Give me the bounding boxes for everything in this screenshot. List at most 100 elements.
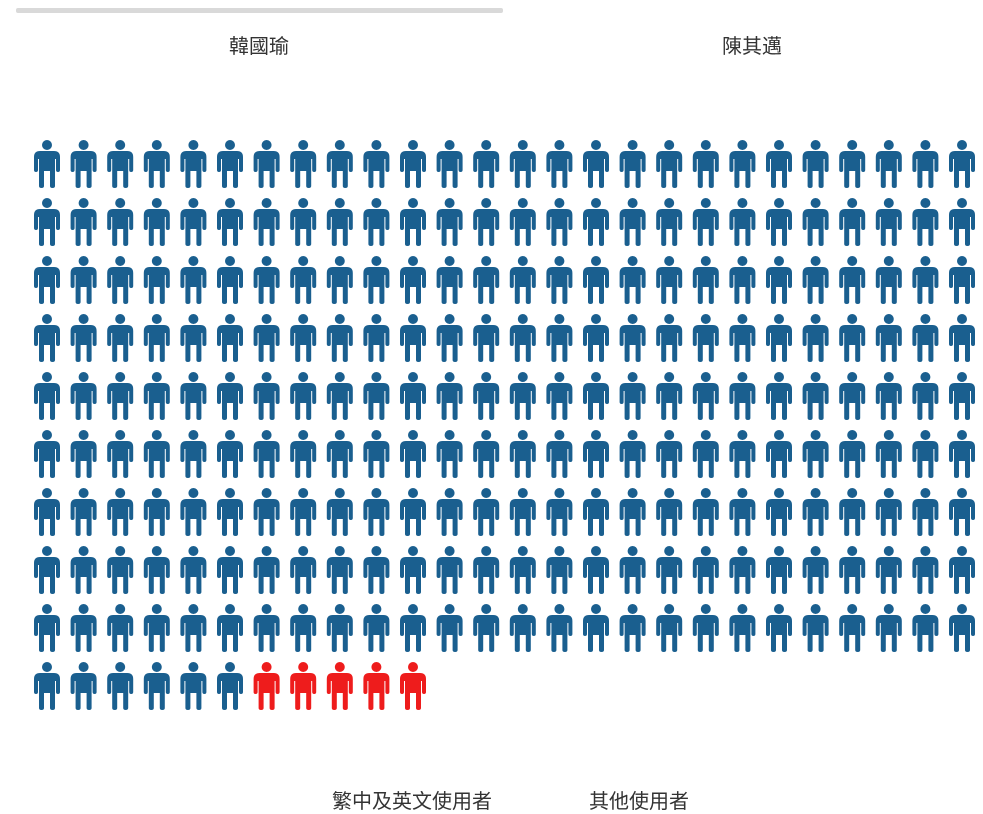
person-icon xyxy=(802,488,829,536)
person-icon xyxy=(729,372,756,420)
person-icon xyxy=(34,372,60,420)
person-icon xyxy=(839,140,866,188)
person-icon xyxy=(290,256,317,304)
person-icon xyxy=(290,488,317,536)
person-icon xyxy=(70,546,97,594)
person-icon xyxy=(729,140,756,188)
person-icon xyxy=(583,372,609,420)
person-icon xyxy=(583,256,609,304)
person-icon xyxy=(34,662,60,710)
person-icon xyxy=(107,430,134,478)
person-icon xyxy=(839,372,866,420)
person-icon xyxy=(912,314,939,362)
person-icon xyxy=(875,198,902,246)
person-icon xyxy=(326,314,353,362)
person-icon xyxy=(546,372,573,420)
person-icon xyxy=(70,430,97,478)
person-icon xyxy=(656,198,683,246)
person-icon xyxy=(290,662,317,710)
person-icon xyxy=(34,488,60,536)
person-icon xyxy=(217,314,243,362)
person-icon xyxy=(253,256,280,304)
person-icon xyxy=(802,546,829,594)
person-icon xyxy=(473,372,500,420)
person-icon xyxy=(326,372,353,420)
person-icon xyxy=(802,198,829,246)
person-icon xyxy=(363,662,390,710)
person-icon xyxy=(400,604,426,652)
person-icon xyxy=(253,198,280,246)
person-icon xyxy=(290,604,317,652)
person-icon xyxy=(766,198,792,246)
person-icon xyxy=(217,662,243,710)
person-icon xyxy=(509,546,536,594)
person-icon xyxy=(180,198,207,246)
person-icon xyxy=(875,140,902,188)
person-icon xyxy=(217,198,243,246)
person-icon xyxy=(473,198,500,246)
person-icon xyxy=(253,488,280,536)
person-icon xyxy=(875,430,902,478)
person-icon xyxy=(217,256,243,304)
person-icon xyxy=(400,662,426,710)
person-icon xyxy=(290,314,317,362)
person-icon xyxy=(253,662,280,710)
tab-candidate-1[interactable]: 韓國瑜 xyxy=(229,34,289,58)
person-icon xyxy=(473,256,500,304)
person-icon xyxy=(949,430,975,478)
person-icon xyxy=(143,604,170,652)
person-icon xyxy=(107,372,134,420)
person-icon xyxy=(400,430,426,478)
person-icon xyxy=(253,314,280,362)
person-icon xyxy=(70,314,97,362)
person-icon xyxy=(619,314,646,362)
person-icon xyxy=(436,256,463,304)
person-icon xyxy=(143,488,170,536)
person-icon xyxy=(583,604,609,652)
person-icon xyxy=(70,604,97,652)
person-icon xyxy=(70,256,97,304)
person-icon xyxy=(583,314,609,362)
person-icon xyxy=(692,604,719,652)
person-icon xyxy=(473,314,500,362)
person-icon xyxy=(729,488,756,536)
person-icon xyxy=(766,604,792,652)
person-icon xyxy=(34,604,60,652)
person-icon xyxy=(583,430,609,478)
person-icon xyxy=(436,198,463,246)
person-icon xyxy=(875,372,902,420)
person-icon xyxy=(949,604,975,652)
person-icon xyxy=(436,430,463,478)
person-icon xyxy=(253,546,280,594)
person-icon xyxy=(802,314,829,362)
person-icon xyxy=(436,546,463,594)
person-icon xyxy=(656,140,683,188)
person-icon xyxy=(70,662,97,710)
person-icon xyxy=(656,546,683,594)
person-icon xyxy=(509,256,536,304)
person-icon xyxy=(583,198,609,246)
person-icon xyxy=(766,314,792,362)
person-icon xyxy=(326,604,353,652)
person-icon xyxy=(656,430,683,478)
person-icon xyxy=(729,198,756,246)
person-icon xyxy=(180,314,207,362)
person-icon xyxy=(656,488,683,536)
person-icon xyxy=(143,256,170,304)
person-icon xyxy=(217,488,243,536)
person-icon xyxy=(34,256,60,304)
person-icon xyxy=(839,314,866,362)
person-icon xyxy=(290,140,317,188)
person-icon xyxy=(326,140,353,188)
person-icon xyxy=(912,198,939,246)
person-icon xyxy=(656,314,683,362)
person-icon xyxy=(509,198,536,246)
person-icon xyxy=(766,488,792,536)
person-icon xyxy=(875,604,902,652)
person-icon xyxy=(34,430,60,478)
tab-candidate-2[interactable]: 陳其邁 xyxy=(722,34,782,58)
person-icon xyxy=(949,140,975,188)
person-icon xyxy=(729,430,756,478)
person-icon xyxy=(546,198,573,246)
person-icon xyxy=(180,662,207,710)
